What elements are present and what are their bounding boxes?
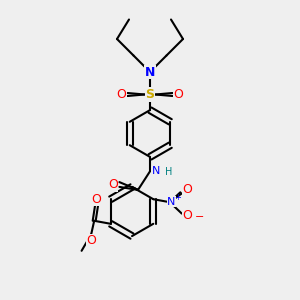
Text: N: N [145,65,155,79]
Text: −: − [195,212,204,222]
Text: O: O [174,88,183,101]
Text: O: O [182,183,192,196]
Text: O: O [92,193,101,206]
Text: N: N [152,166,160,176]
Text: H: H [165,167,172,177]
Text: N: N [167,197,176,207]
Text: O: O [117,88,126,101]
Text: O: O [182,208,192,222]
Text: O: O [86,234,96,248]
Text: O: O [108,178,118,191]
Text: +: + [174,193,181,202]
Text: S: S [146,88,154,101]
